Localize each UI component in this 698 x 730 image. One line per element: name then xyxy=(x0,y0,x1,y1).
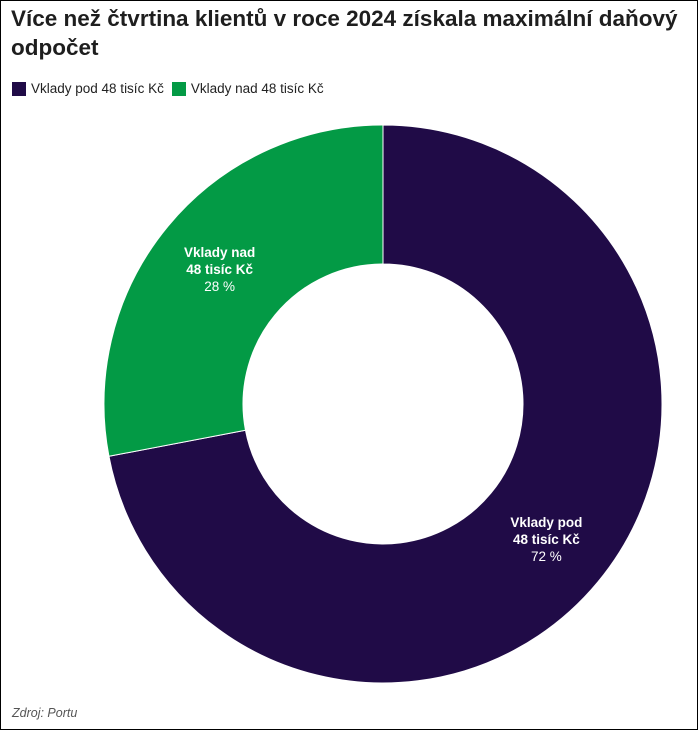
slice-pod xyxy=(108,124,663,684)
legend-swatch-nad xyxy=(171,81,186,96)
legend-item-nad: Vklady nad 48 tisíc Kč xyxy=(171,81,324,96)
slice-labels: Vklady pod 48 tisíc Kč 72 % Vklady nad 48 ti… xyxy=(184,245,582,564)
legend-swatch-pod xyxy=(12,81,26,96)
legend-item-pod: Vklady pod 48 tisíc Kč xyxy=(12,81,164,96)
chart-title: Více než čtvrtina klientů v roce 2024 zí… xyxy=(11,6,678,60)
legend: Vklady pod 48 tisíc Kč Vklady nad 48 tis… xyxy=(12,81,332,96)
source-note: Zdroj: Portu xyxy=(12,706,78,720)
donut-slices xyxy=(103,124,663,684)
slice-label-pod: Vklady pod 48 tisíc Kč 72 % xyxy=(510,515,582,564)
legend-label-pod: Vklady pod 48 tisíc Kč xyxy=(31,81,164,96)
slice-nad xyxy=(103,124,384,457)
legend-label-nad: Vklady nad 48 tisíc Kč xyxy=(190,81,324,96)
slice-label-nad: Vklady nad 48 tisíc Kč 28 % xyxy=(184,245,255,294)
